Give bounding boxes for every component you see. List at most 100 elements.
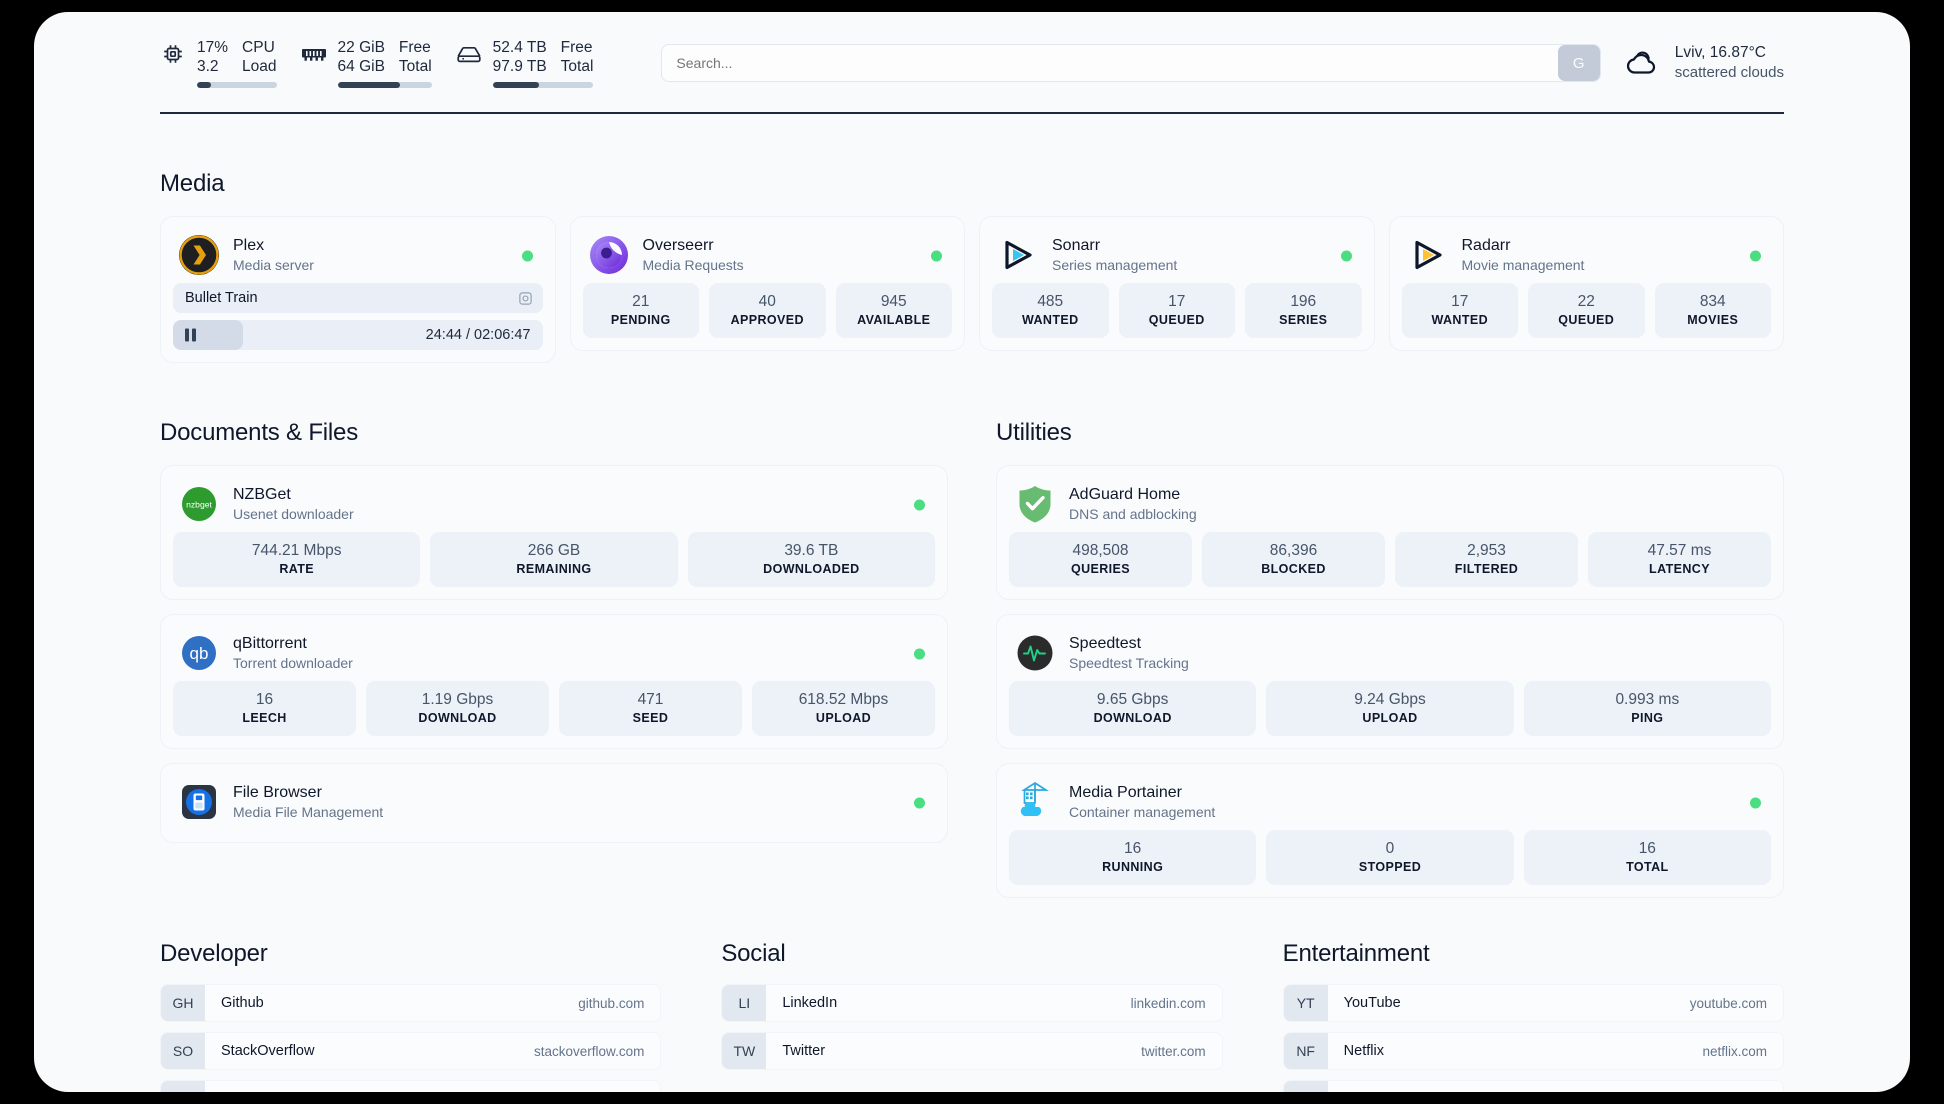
service-subtitle: Usenet downloader xyxy=(233,506,354,522)
pause-icon[interactable] xyxy=(185,328,196,342)
bookmarks-grid: Developer GH Github github.com SO StackO… xyxy=(160,940,1784,1092)
playback-progress-bar[interactable]: 24:44 / 02:06:47 xyxy=(173,320,543,350)
service-card-sonarr[interactable]: Sonarr Series management 485 WANTED 17 Q… xyxy=(979,216,1375,351)
bookmark-group-entertainment: Entertainment YT YouTube youtube.com NF … xyxy=(1282,940,1784,1093)
cpu-label-2: Load xyxy=(242,58,277,75)
service-card-media-portainer[interactable]: Media Portainer Container management 16 … xyxy=(996,763,1784,898)
stat-value: 86,396 xyxy=(1269,542,1318,559)
stat-label: AVAILABLE xyxy=(857,313,931,327)
bookmark-item[interactable]: RE Reddit reddit.com xyxy=(1282,1080,1784,1093)
stat-value: 40 xyxy=(758,293,776,310)
stat-tile: 22 QUEUED xyxy=(1528,283,1645,338)
stat-label: UPLOAD xyxy=(1362,711,1418,725)
service-subtitle: DNS and adblocking xyxy=(1069,506,1197,522)
bookmark-item[interactable]: DT DEV dev.to xyxy=(160,1080,662,1092)
stat-label: STOPPED xyxy=(1358,860,1422,874)
weather-widget[interactable]: Lviv, 16.87°C scattered clouds xyxy=(1623,43,1784,83)
stat-value: 0 xyxy=(1385,840,1395,857)
status-dot-online xyxy=(914,499,925,511)
total-duration: 02:06:47 xyxy=(474,327,531,343)
stats-row: 21 PENDING 40 APPROVED 945 AVAILABLE xyxy=(582,283,952,338)
bookmark-item[interactable]: SO StackOverflow stackoverflow.com xyxy=(160,1032,662,1070)
bookmark-item[interactable]: TW Twitter twitter.com xyxy=(721,1032,1223,1070)
stat-value: 0.993 ms xyxy=(1615,691,1680,708)
stat-value: 485 xyxy=(1037,293,1064,310)
elapsed-time: 24:44 xyxy=(425,327,462,343)
status-dot-online xyxy=(1340,250,1352,262)
search-input[interactable] xyxy=(676,55,1586,71)
memory-label-1: Free xyxy=(398,39,431,56)
service-card-radarr[interactable]: Radarr Movie management 17 WANTED 22 QUE… xyxy=(1388,216,1784,351)
stat-label: QUEUED xyxy=(1148,313,1205,327)
stat-label: QUEUED xyxy=(1558,313,1615,327)
card-header: AdGuard Home DNS and adblocking xyxy=(1009,478,1771,532)
stat-tile: 47.57 ms LATENCY xyxy=(1588,532,1771,587)
plex-icon xyxy=(179,235,219,275)
stat-tile: 266 GB REMAINING xyxy=(430,532,678,587)
documents-card-column: nzbget NZBGet Usenet downloader 74 xyxy=(160,465,948,843)
bookmark-badge: NF xyxy=(1283,1033,1328,1069)
stat-label: REMAINING xyxy=(516,562,592,576)
stat-tile: 834 MOVIES xyxy=(1654,283,1771,338)
stat-tile: 485 WANTED xyxy=(992,283,1109,338)
service-name: Overseerr xyxy=(642,237,714,254)
service-card-nzbget[interactable]: nzbget NZBGet Usenet downloader 74 xyxy=(160,465,948,600)
bookmark-badge: DT xyxy=(161,1081,205,1092)
stat-label: DOWNLOAD xyxy=(1093,711,1172,725)
service-name: NZBGet xyxy=(233,486,291,503)
portainer-icon xyxy=(1015,782,1055,822)
bookmark-url: github.com xyxy=(578,995,645,1011)
service-card-qbittorrent[interactable]: qb qBittorrent Torrent downloader xyxy=(160,614,948,749)
card-header: Overseerr Media Requests xyxy=(583,229,953,283)
stats-row: 9.65 Gbps DOWNLOAD 9.24 Gbps UPLOAD 0.99… xyxy=(1009,681,1771,736)
cast-icon[interactable] xyxy=(518,291,533,306)
media-card-grid: Plex Media server Bullet Train xyxy=(160,216,1784,363)
cpu-label-1: CPU xyxy=(242,39,275,56)
bookmark-name: StackOverflow xyxy=(221,1043,315,1059)
stat-value: 1.19 Gbps xyxy=(421,691,494,708)
section-title-documents: Documents & Files xyxy=(160,419,358,446)
stats-row: 16 LEECH 1.19 Gbps DOWNLOAD 471 SEED xyxy=(173,681,935,736)
service-card-adguard-home[interactable]: AdGuard Home DNS and adblocking 498,508 … xyxy=(996,465,1784,600)
status-dot-online xyxy=(931,250,942,262)
bookmark-item[interactable]: NF Netflix netflix.com xyxy=(1282,1032,1784,1070)
bookmark-item[interactable]: YT YouTube youtube.com xyxy=(1282,984,1784,1022)
bookmark-badge: GH xyxy=(161,985,205,1021)
service-subtitle: Speedtest Tracking xyxy=(1069,655,1189,671)
svg-text:nzbget: nzbget xyxy=(186,500,212,510)
stat-label: QUERIES xyxy=(1070,562,1131,576)
stat-value: 22 xyxy=(1577,293,1595,310)
service-name: File Browser xyxy=(233,784,322,801)
stat-label: SEED xyxy=(632,711,669,725)
status-dot-online xyxy=(914,648,925,660)
bookmark-item[interactable]: LI LinkedIn linkedin.com xyxy=(721,984,1223,1022)
service-subtitle: Container management xyxy=(1069,804,1216,820)
bookmark-item[interactable]: GH Github github.com xyxy=(160,984,662,1022)
memory-icon xyxy=(301,38,327,66)
utilities-card-column: AdGuard Home DNS and adblocking 498,508 … xyxy=(996,465,1784,898)
weather-condition: scattered clouds xyxy=(1674,64,1784,81)
status-dot-online xyxy=(521,250,533,262)
bookmark-badge: LI xyxy=(722,985,767,1021)
stat-label: PING xyxy=(1631,711,1664,725)
card-header: Plex Media server xyxy=(173,229,543,283)
service-subtitle: Media File Management xyxy=(233,804,384,820)
stat-value: 834 xyxy=(1699,293,1726,310)
service-card-overseerr[interactable]: Overseerr Media Requests 21 PENDING 40 A… xyxy=(569,216,965,351)
stat-tile: 40 APPROVED xyxy=(709,283,826,338)
service-card-speedtest[interactable]: Speedtest Speedtest Tracking 9.65 Gbps D… xyxy=(996,614,1784,749)
sonarr-icon xyxy=(998,235,1038,275)
section-title-utilities: Utilities xyxy=(996,419,1072,446)
bookmark-group-developer: Developer GH Github github.com SO StackO… xyxy=(160,940,662,1092)
stat-label: BLOCKED xyxy=(1261,562,1326,576)
card-header: Media Portainer Container management xyxy=(1009,776,1771,830)
search-engine-button[interactable]: G xyxy=(1557,45,1600,81)
cpu-value-2: 3.2 xyxy=(197,58,219,75)
stat-value: 17 xyxy=(1168,293,1186,310)
search-box[interactable] xyxy=(661,44,1601,82)
service-card-plex[interactable]: Plex Media server Bullet Train xyxy=(160,216,556,363)
bookmark-url: reddit.com xyxy=(1704,1081,1783,1093)
cpu-icon xyxy=(160,38,186,66)
service-card-file-browser[interactable]: File Browser Media File Management xyxy=(160,763,948,843)
stat-value: 9.24 Gbps xyxy=(1354,691,1426,708)
